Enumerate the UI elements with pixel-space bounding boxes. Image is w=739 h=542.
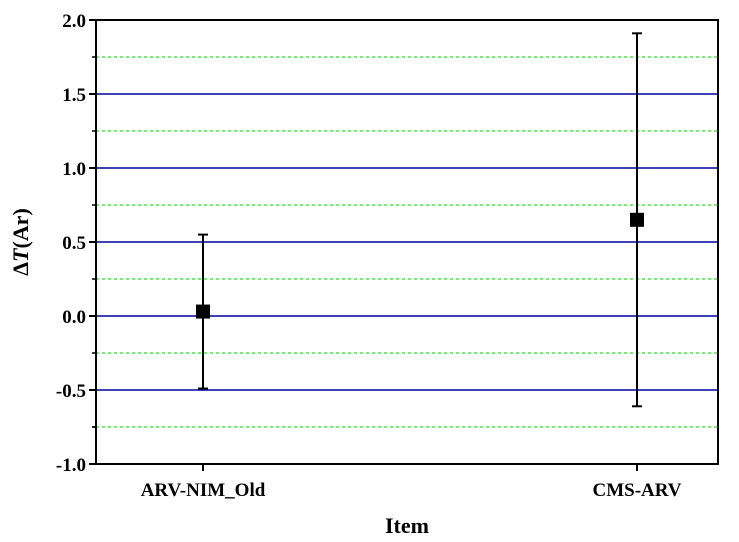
y-tick-label: 0.0 xyxy=(62,307,86,328)
y-tick-label: -1.0 xyxy=(56,455,86,476)
data-points xyxy=(196,212,644,319)
data-point xyxy=(630,212,644,227)
x-tick-label: CMS-ARV xyxy=(592,480,681,501)
y-tick-label: 2.0 xyxy=(62,11,86,32)
error-bars xyxy=(198,32,642,408)
x-axis-title: Item xyxy=(385,513,429,538)
y-tick-label: 1.0 xyxy=(62,159,86,180)
x-tick-label: ARV-NIM_Old xyxy=(141,480,266,501)
y-axis-title-prefix: Δ xyxy=(8,262,33,276)
y-tick-label: 0.5 xyxy=(62,233,86,254)
y-ticks: 2.0 1.5 1.0 0.5 0.0 -0.5 -1.0 xyxy=(56,11,96,476)
grid-lines xyxy=(96,56,718,428)
y-axis-title-variable: T xyxy=(8,247,33,262)
data-point xyxy=(196,304,210,319)
y-axis-title: ΔT(Ar) xyxy=(8,208,33,276)
x-ticks: ARV-NIM_Old CMS-ARV xyxy=(141,464,682,501)
y-tick-label: 1.5 xyxy=(62,85,86,106)
y-axis-title-suffix: (Ar) xyxy=(8,208,33,248)
y-tick-label: -0.5 xyxy=(56,381,86,402)
